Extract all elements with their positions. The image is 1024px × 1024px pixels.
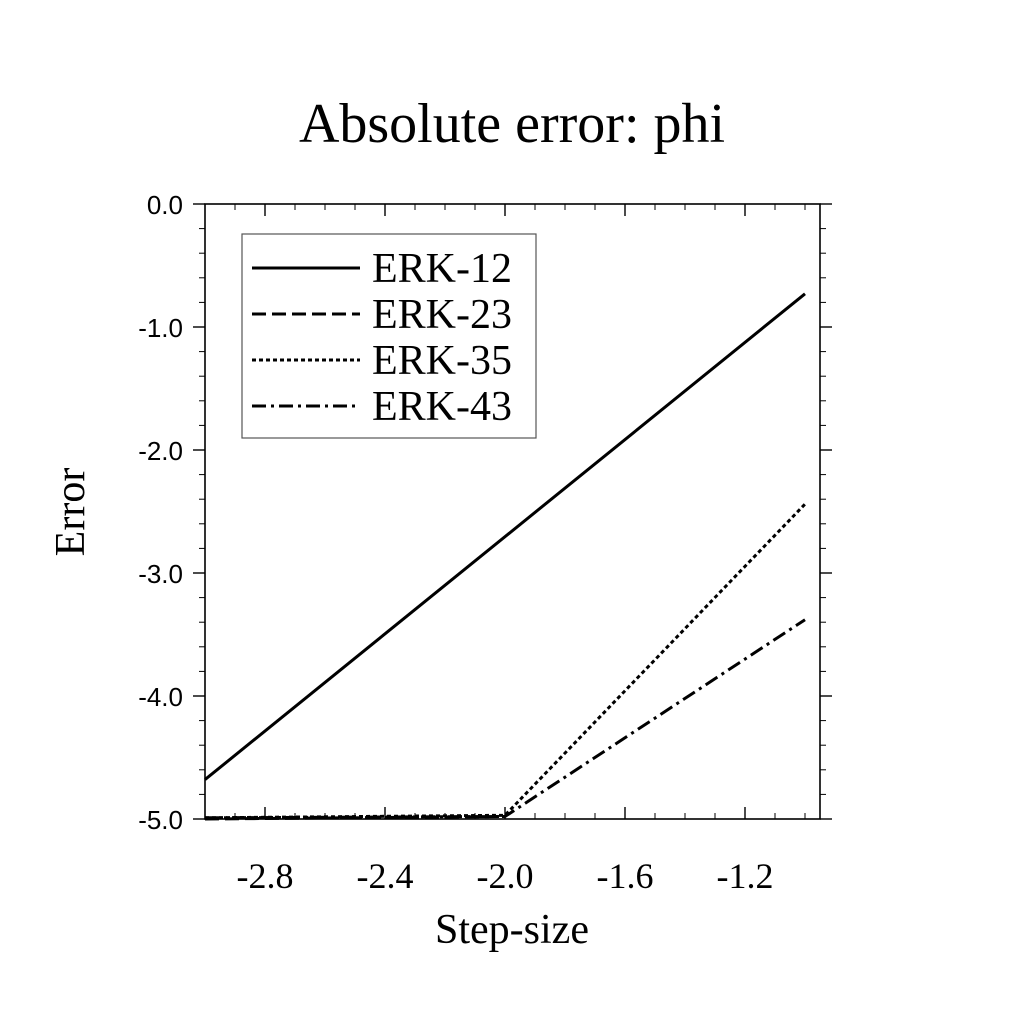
y-tick-label: -3.0 <box>138 559 183 589</box>
x-axis-label: Step-size <box>435 907 589 953</box>
axis-ticks: -2.8 -2.4 -2.0 -1.6 -1.2 0.0 -1.0 -2.0 -3.0 -4.0 -… <box>138 190 832 896</box>
legend-label-erk-43: ERK-43 <box>372 384 512 430</box>
y-axis-label: Error <box>48 468 94 557</box>
chart-title: Absolute error: phi <box>299 93 725 155</box>
plot-frame <box>204 203 821 820</box>
series-line-erk-43 <box>204 618 806 820</box>
y-tick-label: -2.0 <box>138 436 183 466</box>
plot-area-border <box>204 203 821 820</box>
y-tick-label: -4.0 <box>138 682 183 712</box>
legend-label-erk-35: ERK-35 <box>372 338 512 384</box>
y-tick-label: -5.0 <box>138 805 183 835</box>
series-line-erk-35 <box>204 503 807 820</box>
y-tick-label: 0.0 <box>147 190 183 220</box>
legend-label-erk-23: ERK-23 <box>372 292 512 338</box>
legend-label-erk-12: ERK-12 <box>372 246 512 292</box>
x-tick-label: -1.6 <box>597 856 654 896</box>
y-tick-label: -1.0 <box>138 313 183 343</box>
x-tick-label: -2.8 <box>237 856 294 896</box>
x-tick-label: -2.4 <box>357 856 414 896</box>
series-line-erk-12 <box>204 292 806 781</box>
series-lines <box>204 292 807 821</box>
x-tick-label: -2.0 <box>477 856 534 896</box>
x-tick-label: -1.2 <box>717 856 774 896</box>
